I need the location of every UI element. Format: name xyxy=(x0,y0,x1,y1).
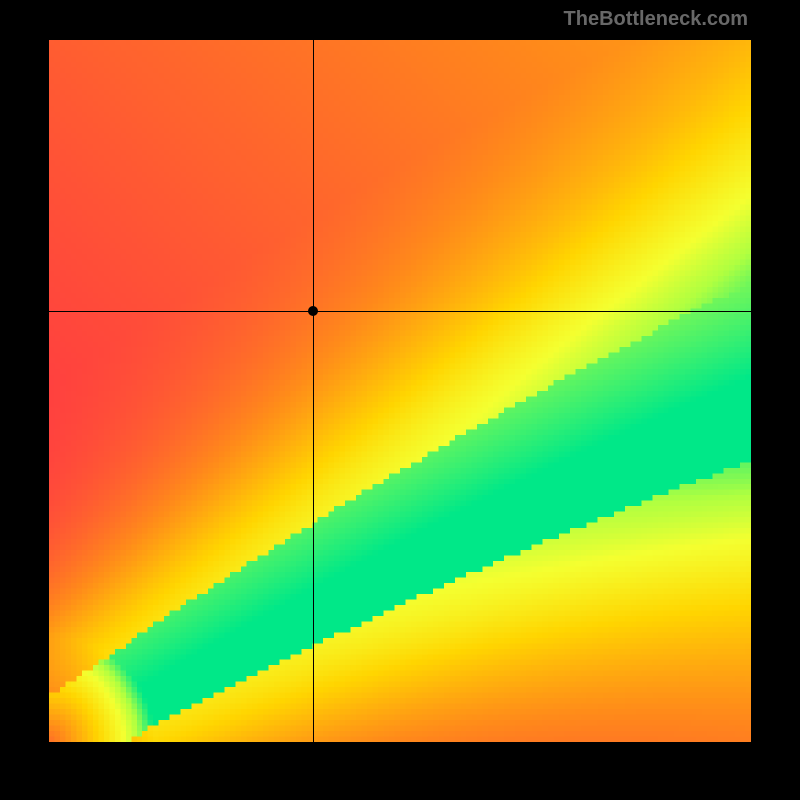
watermark-text: TheBottleneck.com xyxy=(564,8,748,31)
crosshair-vertical xyxy=(313,40,314,742)
chart-plot-area xyxy=(49,40,751,742)
heatmap-canvas xyxy=(49,40,751,742)
selected-point-marker xyxy=(308,306,318,316)
crosshair-horizontal xyxy=(49,311,751,312)
